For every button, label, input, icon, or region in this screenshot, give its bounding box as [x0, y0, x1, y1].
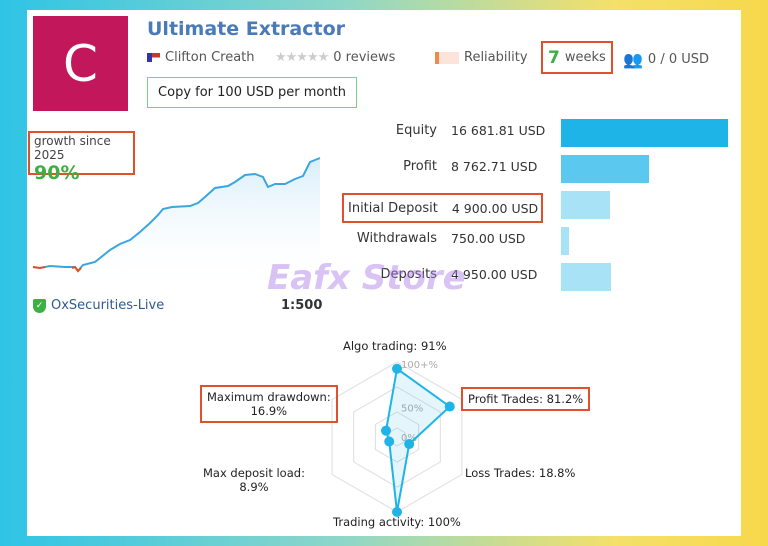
- radar-axis-label: Profit Trades: 81.2%: [461, 387, 591, 411]
- stat-label: Withdrawals: [356, 231, 437, 246]
- broker-name: OxSecurities-Live: [51, 298, 165, 313]
- radar-axis-label: Loss Trades: 18.8%: [465, 466, 575, 480]
- reliability: Reliability: [435, 50, 528, 65]
- radar-point: [392, 363, 402, 374]
- stat-row: Profit 8 762.71 USD: [327, 159, 537, 174]
- radar-grid: [374, 411, 420, 463]
- radar-axis-label: Maximum drawdown: 16.9%: [200, 385, 338, 423]
- stat-bar: [561, 263, 611, 291]
- users-icon: 👥: [623, 50, 643, 69]
- stat-bar: [561, 155, 649, 183]
- subscribers: 👥 0 / 0 USD: [623, 50, 709, 69]
- radar-label-text: Profit Trades: 81.2%: [468, 392, 584, 406]
- drawdown-segment: [32, 265, 82, 273]
- growth-chart: [32, 157, 321, 290]
- radar-grid: [353, 386, 441, 488]
- growth-box: growth since 2025 90%: [28, 131, 135, 184]
- stat-value: 16 681.81 USD: [451, 123, 546, 138]
- stat-row: Equity 16 681.81 USD: [327, 123, 545, 138]
- copy-button[interactable]: Copy for 100 USD per month: [147, 77, 357, 108]
- radar-point: [444, 401, 455, 412]
- radar-label-value: 8.9%: [239, 480, 269, 494]
- signal-title[interactable]: Ultimate Extractor: [147, 18, 346, 40]
- reviews[interactable]: ★★★★★ 0 reviews: [275, 50, 395, 65]
- stat-label: Profit: [403, 159, 437, 174]
- radar-axis-label: Max deposit load: 8.9%: [203, 466, 305, 494]
- stat-bar: [561, 119, 728, 147]
- author-name: Clifton Creath: [165, 50, 255, 65]
- weeks-badge: 7 weeks: [541, 41, 613, 74]
- leverage: 1:500: [281, 298, 323, 313]
- radar-axis-label: Algo trading: 91%: [343, 339, 447, 353]
- radar-chart: 100+% 50% 0%: [331, 360, 463, 517]
- radar-point: [381, 425, 392, 436]
- radar-label-text: Max deposit load:: [203, 466, 305, 480]
- radar-tick: 50%: [401, 404, 423, 415]
- weeks-number: 7: [548, 47, 560, 68]
- reviews-count: 0 reviews: [333, 50, 396, 65]
- radar-point: [392, 507, 402, 517]
- radar-tick: 0%: [401, 433, 417, 444]
- growth-area: [33, 158, 320, 290]
- stat-value: 4 900.00 USD: [451, 200, 539, 216]
- stat-bar: [561, 191, 611, 219]
- weeks-label: weeks: [564, 50, 606, 65]
- radar-label-value: 16.9%: [250, 404, 288, 418]
- growth-value: 90%: [34, 162, 80, 184]
- watermark: Eafx Store: [267, 258, 466, 298]
- radar-point: [404, 439, 415, 450]
- flag-icon: [147, 53, 160, 62]
- shield-check-icon: ✓: [33, 298, 46, 313]
- stat-row: Initial Deposit 4 900.00 USD: [342, 193, 543, 223]
- radar-label-text: Trading activity: 100%: [333, 515, 461, 529]
- stat-row: Withdrawals 750.00 USD: [327, 231, 526, 246]
- stat-label: Initial Deposit: [348, 200, 438, 216]
- reliability-label: Reliability: [464, 50, 528, 65]
- stat-row: Deposits 4 950.00 USD: [327, 267, 538, 282]
- radar-label-text: Maximum drawdown:: [207, 390, 331, 404]
- growth-label: growth since 2025: [34, 134, 111, 162]
- reliability-bars-icon: [435, 51, 459, 64]
- radar-tick: 100+%: [401, 360, 438, 371]
- stat-label: Deposits: [380, 267, 437, 282]
- stat-bar: [561, 227, 569, 255]
- radar-label-text: Loss Trades: 18.8%: [465, 466, 576, 480]
- stat-value: 750.00 USD: [451, 231, 526, 246]
- star-rating-icon: ★★★★★: [275, 50, 329, 65]
- radar-label-text: Algo trading: 91%: [343, 339, 447, 353]
- signal-card: C Ultimate Extractor Clifton Creath ★★★★…: [27, 10, 741, 536]
- stat-value: 8 762.71 USD: [451, 159, 538, 174]
- broker[interactable]: ✓ OxSecurities-Live: [33, 298, 164, 313]
- stat-value: 4 950.00 USD: [451, 267, 538, 282]
- radar-axis-label: Trading activity: 100%: [333, 515, 461, 529]
- avatar: C: [33, 16, 128, 111]
- radar-point: [384, 436, 395, 447]
- subscribers-value: 0 / 0 USD: [647, 52, 710, 67]
- stat-label: Equity: [395, 123, 437, 138]
- author[interactable]: Clifton Creath: [147, 50, 255, 65]
